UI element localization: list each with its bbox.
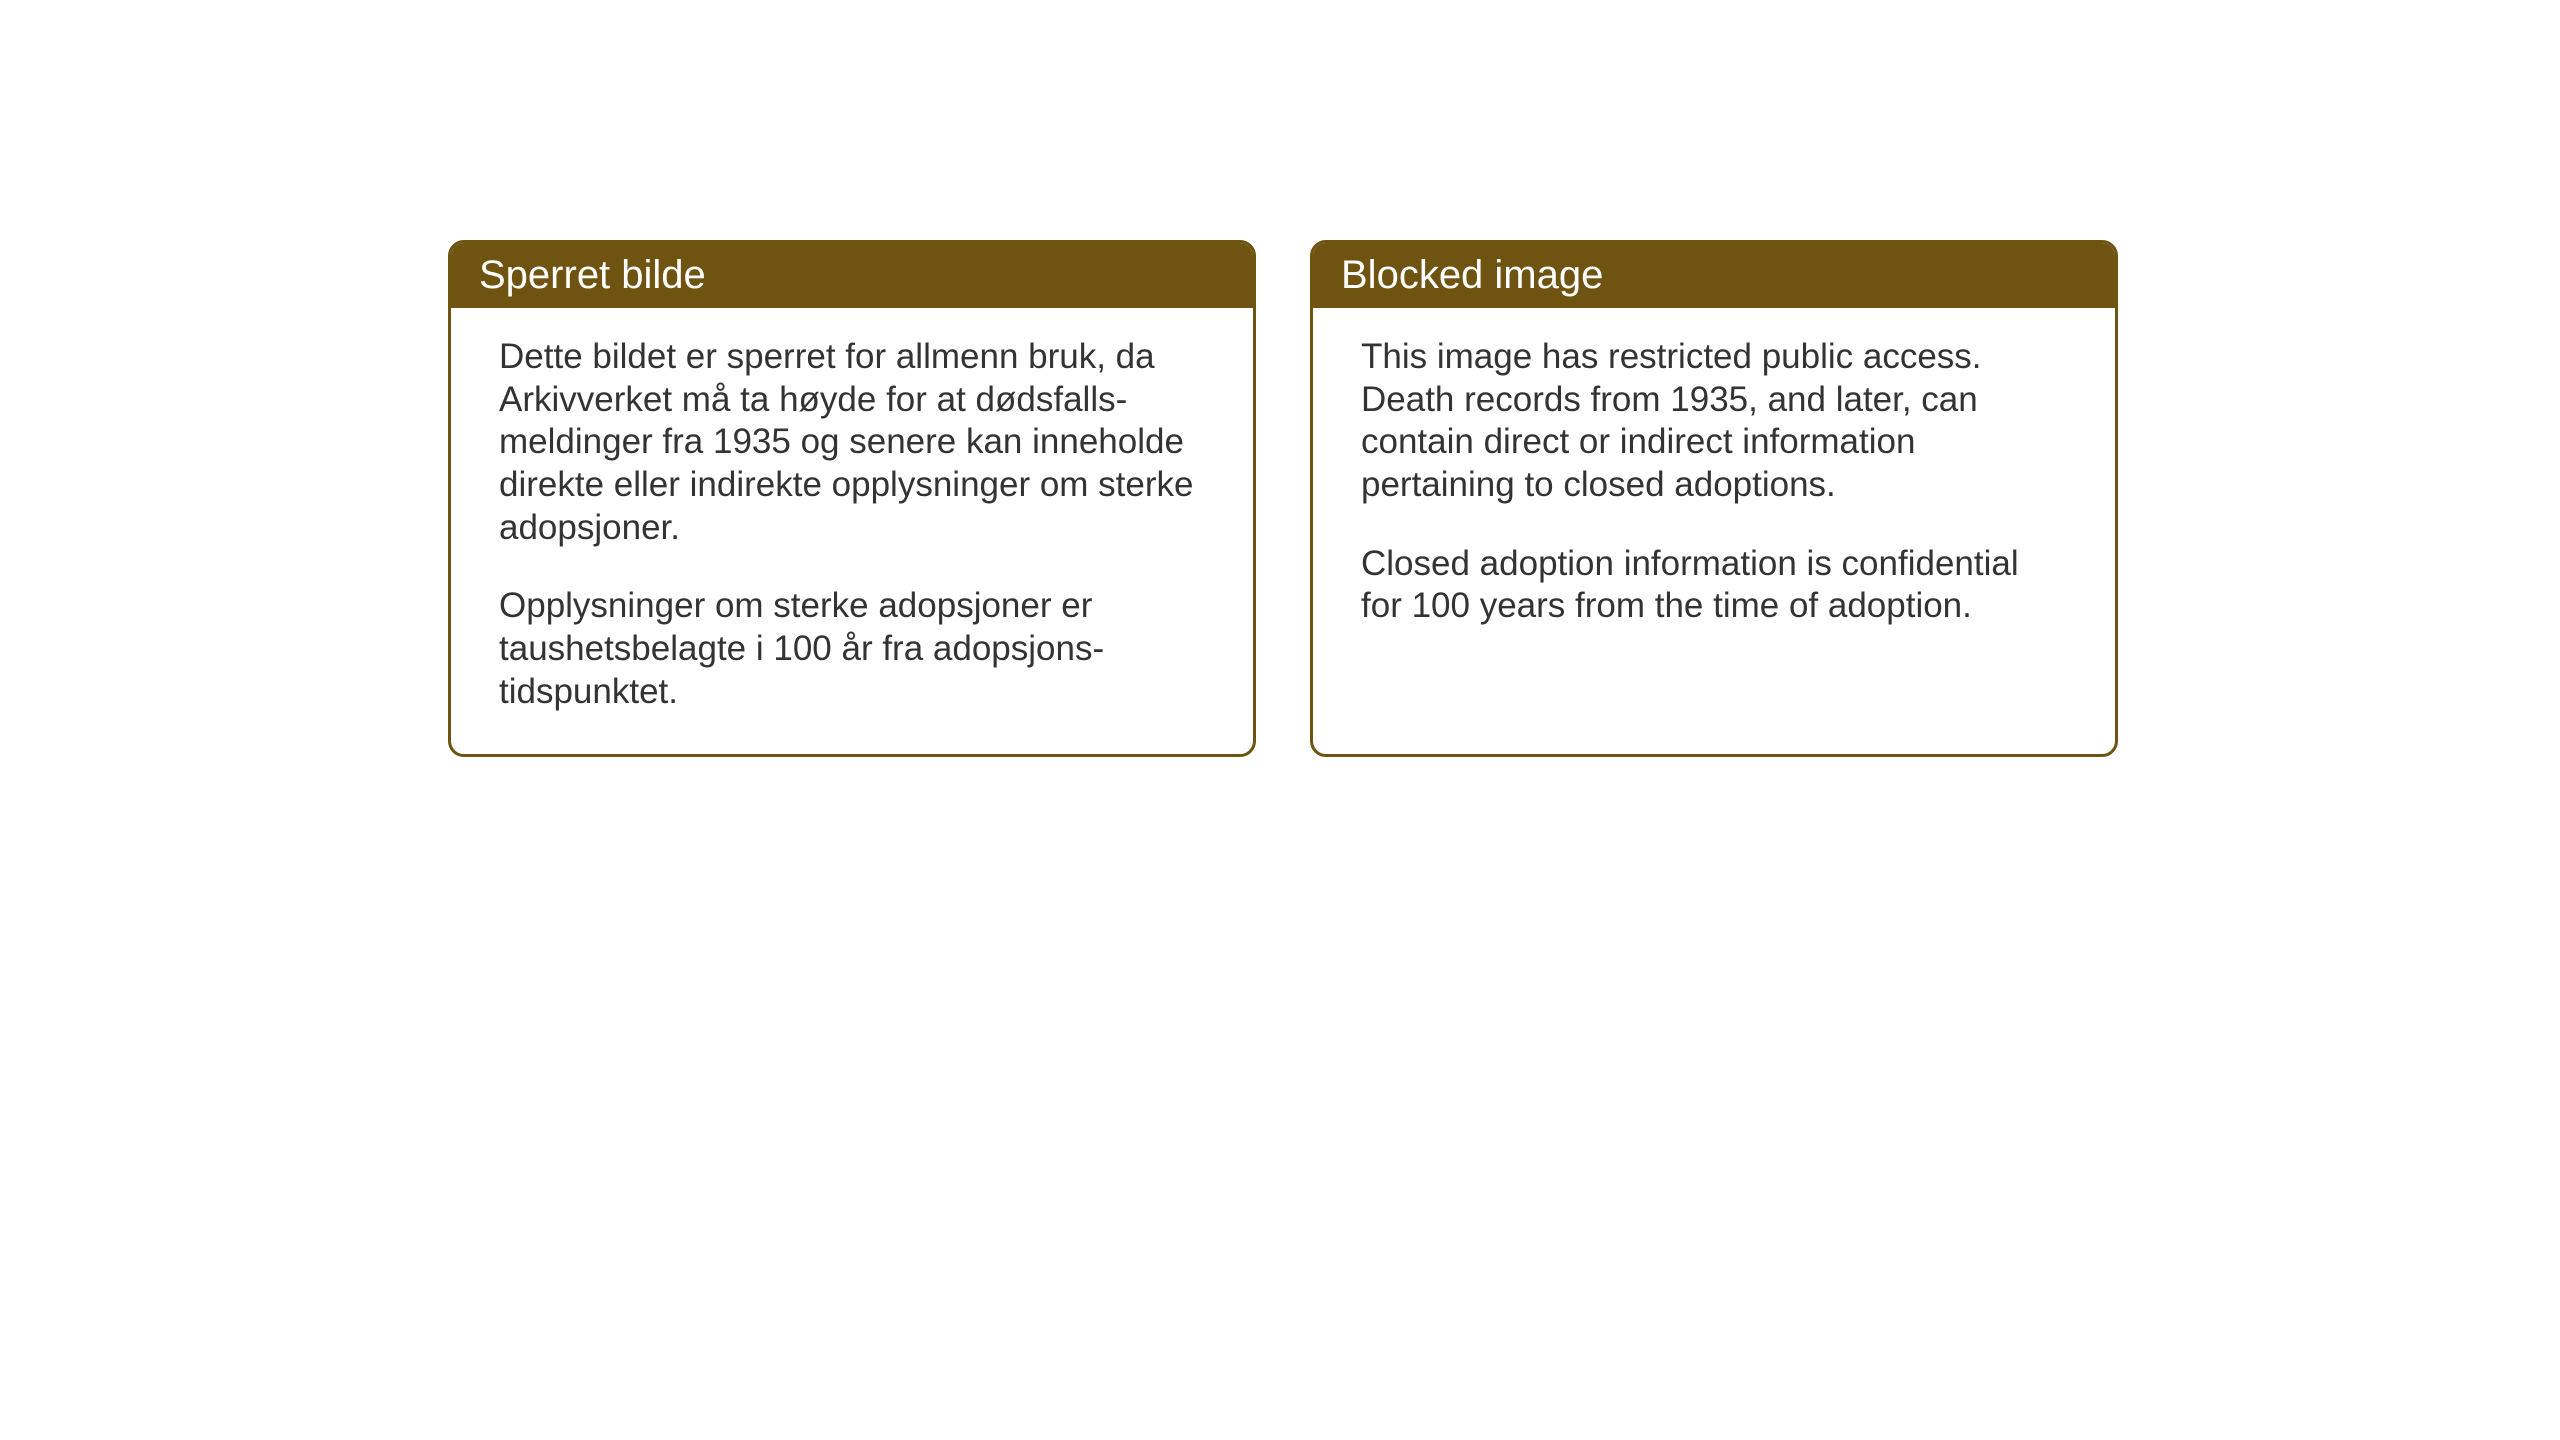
norwegian-card-body: Dette bildet er sperret for allmenn bruk… <box>451 308 1253 754</box>
english-paragraph-1: This image has restricted public access.… <box>1361 336 2067 507</box>
english-card-title: Blocked image <box>1313 243 2115 308</box>
english-card-body: This image has restricted public access.… <box>1313 308 2115 668</box>
norwegian-paragraph-1: Dette bildet er sperret for allmenn bruk… <box>499 336 1205 549</box>
norwegian-paragraph-2: Opplysninger om sterke adopsjoner er tau… <box>499 585 1205 713</box>
norwegian-card: Sperret bilde Dette bildet er sperret fo… <box>448 240 1256 757</box>
norwegian-card-title: Sperret bilde <box>451 243 1253 308</box>
cards-container: Sperret bilde Dette bildet er sperret fo… <box>0 0 2560 757</box>
english-paragraph-2: Closed adoption information is confident… <box>1361 543 2067 628</box>
english-card: Blocked image This image has restricted … <box>1310 240 2118 757</box>
